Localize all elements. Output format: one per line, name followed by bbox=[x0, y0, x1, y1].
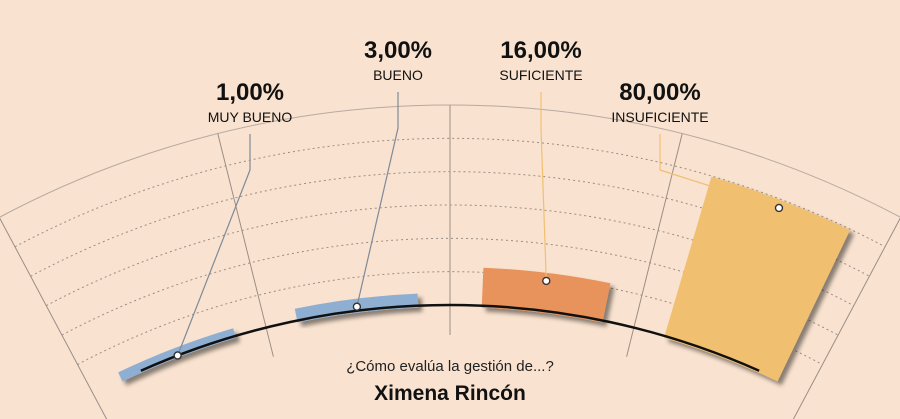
chart-baseline-arc bbox=[140, 303, 760, 372]
leader-line-1 bbox=[356, 92, 399, 307]
category-label-0: MUY BUENO bbox=[208, 109, 293, 125]
value-label-2: 16,00% bbox=[500, 37, 581, 64]
chart-subject: Ximena Rincón bbox=[374, 382, 526, 405]
grid-spoke bbox=[626, 133, 683, 357]
bar-marker-2 bbox=[542, 276, 551, 286]
bar-marker-3 bbox=[774, 203, 784, 213]
grid-ring bbox=[14, 137, 886, 248]
value-label-1: 3,00% bbox=[364, 37, 432, 64]
grid-spoke bbox=[217, 133, 274, 357]
bar-marker-1 bbox=[352, 302, 362, 311]
grid-spoke bbox=[792, 217, 900, 419]
chart-labels: 1,00% MUY BUENO 3,00% BUENO 16,00% SUFICIENTE… bbox=[208, 37, 709, 125]
grid-spoke bbox=[0, 217, 108, 419]
bar-3 bbox=[664, 176, 851, 382]
chart-question: ¿Cómo evalúa la gestión de...? bbox=[346, 358, 554, 375]
leader-line-3 bbox=[659, 134, 780, 209]
chart-leader-lines bbox=[173, 92, 784, 360]
leader-line-0 bbox=[177, 134, 251, 356]
leader-line-2 bbox=[540, 92, 547, 281]
chart-bars bbox=[118, 176, 851, 382]
category-label-2: SUFICIENTE bbox=[499, 67, 582, 83]
value-label-3: 80,00% bbox=[619, 79, 700, 106]
value-label-0: 1,00% bbox=[216, 79, 284, 106]
category-label-1: BUENO bbox=[373, 67, 423, 83]
bar-marker-0 bbox=[173, 351, 182, 360]
category-label-3: INSUFICIENTE bbox=[611, 109, 708, 125]
